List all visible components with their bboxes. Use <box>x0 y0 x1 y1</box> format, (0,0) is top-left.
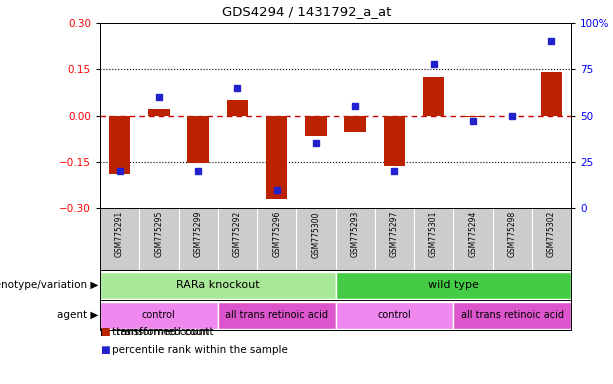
Bar <box>345 116 366 132</box>
Bar <box>100 301 218 328</box>
Text: all trans retinoic acid: all trans retinoic acid <box>460 310 563 320</box>
Text: GSM775294: GSM775294 <box>468 211 478 258</box>
Text: RARa knockout: RARa knockout <box>176 280 259 290</box>
Text: GSM775292: GSM775292 <box>233 211 242 257</box>
Text: GDS4294 / 1431792_a_at: GDS4294 / 1431792_a_at <box>222 5 391 18</box>
Text: GSM775296: GSM775296 <box>272 211 281 258</box>
Bar <box>462 116 484 117</box>
Bar <box>384 116 405 166</box>
Text: control: control <box>378 310 411 320</box>
Text: genotype/variation ▶: genotype/variation ▶ <box>0 280 98 290</box>
Text: GSM775301: GSM775301 <box>429 211 438 258</box>
Text: wild type: wild type <box>428 280 479 290</box>
Bar <box>266 116 287 199</box>
Bar <box>423 77 444 116</box>
Bar <box>335 301 453 328</box>
Text: ■: ■ <box>100 345 110 355</box>
Text: GSM775297: GSM775297 <box>390 211 399 258</box>
Text: agent ▶: agent ▶ <box>56 310 98 320</box>
Text: ■  transformed count: ■ transformed count <box>100 327 213 337</box>
Text: GSM775299: GSM775299 <box>194 211 203 258</box>
Bar <box>188 116 209 163</box>
Text: GSM775298: GSM775298 <box>508 211 517 257</box>
Bar <box>453 301 571 328</box>
Bar <box>100 271 335 298</box>
Bar <box>148 109 170 116</box>
Bar <box>305 116 327 136</box>
Text: control: control <box>142 310 176 320</box>
Text: GSM775302: GSM775302 <box>547 211 556 258</box>
Bar <box>227 100 248 116</box>
Bar <box>218 301 335 328</box>
Text: percentile rank within the sample: percentile rank within the sample <box>112 345 288 355</box>
Bar <box>541 72 562 116</box>
Text: ■: ■ <box>100 327 110 337</box>
Bar <box>335 271 571 298</box>
Text: GSM775293: GSM775293 <box>351 211 360 258</box>
Text: GSM775300: GSM775300 <box>311 211 321 258</box>
Text: GSM775295: GSM775295 <box>154 211 164 258</box>
Text: all trans retinoic acid: all trans retinoic acid <box>225 310 328 320</box>
Text: GSM775291: GSM775291 <box>115 211 124 257</box>
Bar <box>109 116 131 174</box>
Text: transformed count: transformed count <box>112 327 209 337</box>
